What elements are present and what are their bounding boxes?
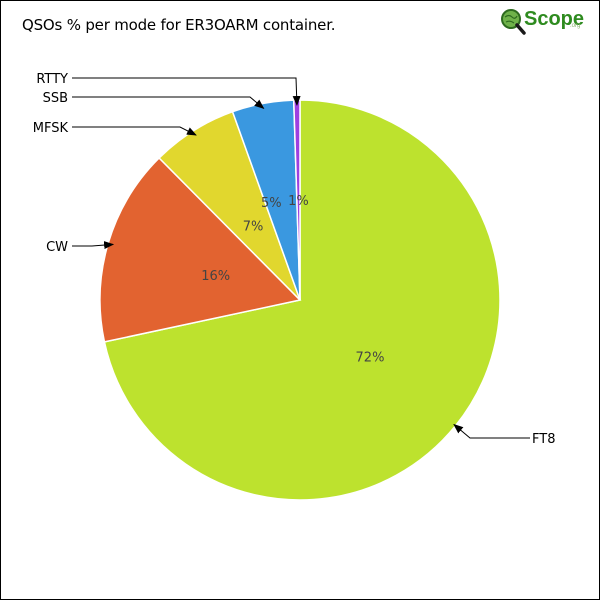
callout-label-ft8: FT8	[532, 432, 555, 447]
callout-label-mfsk: MFSK	[33, 121, 69, 136]
callout-line-rtty	[72, 77, 301, 107]
callout-label-rtty: RTTY	[36, 72, 68, 87]
pct-label-cw: 16%	[201, 269, 230, 284]
pct-label-ft8: 72%	[356, 351, 385, 366]
callout-line-mfsk	[72, 126, 197, 136]
callout-line-ft8	[453, 423, 530, 439]
callout-line-ssb	[72, 96, 265, 110]
callout-label-ssb: SSB	[43, 91, 68, 106]
pct-label-rtty: 1%	[288, 194, 309, 209]
pct-label-mfsk: 7%	[243, 220, 264, 235]
qscope-logo: Scope .org	[500, 6, 590, 38]
logo-subtext: .org	[570, 23, 581, 29]
magnifier-globe-icon	[501, 9, 526, 35]
pct-label-ssb: 5%	[261, 196, 282, 211]
callout-label-cw: CW	[46, 240, 68, 255]
logo-text: Scope	[524, 8, 585, 30]
chart-title: QSOs % per mode for ER3OARM container.	[22, 16, 336, 34]
callout-line-cw	[72, 241, 115, 250]
